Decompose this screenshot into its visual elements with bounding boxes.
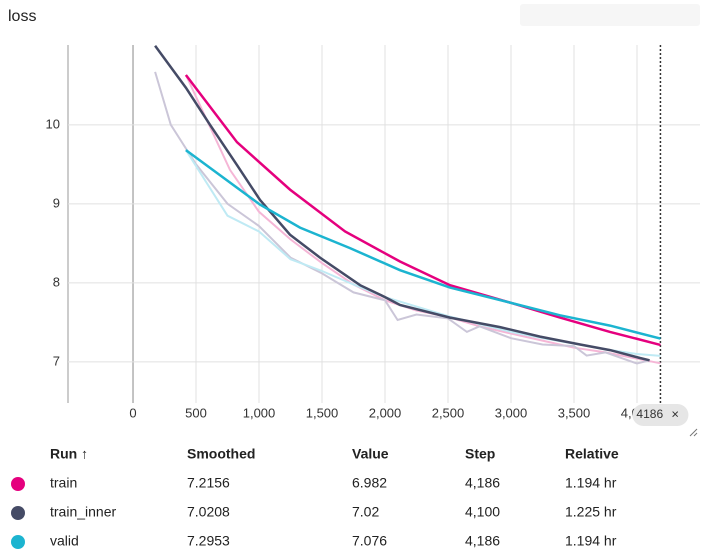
table-cell: 1.225 hr bbox=[565, 504, 617, 520]
smoothed-line bbox=[154, 45, 650, 362]
resize-icon[interactable] bbox=[689, 428, 698, 437]
y-tick-label: 8 bbox=[53, 274, 60, 289]
x-tick-label: 2,500 bbox=[432, 405, 465, 420]
x-tick-label: 2,000 bbox=[369, 405, 402, 420]
grid bbox=[68, 45, 700, 403]
table-cell: train bbox=[50, 475, 77, 491]
smoothed-line bbox=[184, 74, 661, 347]
y-tick-label: 7 bbox=[53, 353, 60, 368]
plot-lines bbox=[154, 45, 661, 365]
column-header: Step bbox=[465, 446, 495, 462]
run-color-dot bbox=[11, 506, 25, 520]
x-tick-label: 1,500 bbox=[306, 405, 339, 420]
table-cell: 1.194 hr bbox=[565, 533, 617, 549]
x-tick-label: 3,500 bbox=[558, 405, 591, 420]
search-box[interactable] bbox=[520, 4, 700, 26]
chart-title: loss bbox=[8, 8, 36, 25]
column-header: Relative bbox=[565, 446, 619, 462]
table-cell: 7.2953 bbox=[187, 533, 230, 549]
hover-tooltip[interactable]: 4186 × bbox=[632, 404, 689, 426]
column-header: Smoothed bbox=[187, 446, 255, 462]
table-cell: valid bbox=[50, 533, 79, 549]
table-cell: 7.02 bbox=[352, 504, 379, 520]
x-tick-label: 500 bbox=[185, 405, 207, 420]
x-tick-label: 3,000 bbox=[495, 405, 528, 420]
ticks: 05001,0001,5002,0002,5003,0003,5004,0007… bbox=[46, 116, 654, 420]
table-cell: 1.194 hr bbox=[565, 475, 617, 491]
run-color-dot bbox=[11, 477, 25, 491]
table-cell: 7.076 bbox=[352, 533, 387, 549]
table-cell: 7.0208 bbox=[187, 504, 230, 520]
close-icon[interactable]: × bbox=[671, 406, 679, 421]
run-color-dot bbox=[11, 535, 25, 549]
table-cell: 4,100 bbox=[465, 504, 500, 520]
x-tick-label: 0 bbox=[129, 405, 136, 420]
table: Run ↑ Smoothed Value Step Relative train 7.215… bbox=[11, 446, 619, 549]
table-cell: 6.982 bbox=[352, 475, 387, 491]
table-cell: train_inner bbox=[50, 504, 116, 520]
x-tick-label: 1,000 bbox=[243, 405, 276, 420]
column-header: Run ↑ bbox=[50, 446, 88, 462]
table-cell: 4,186 bbox=[465, 533, 500, 549]
hover-step: 4186 bbox=[636, 407, 663, 421]
table-cell: 7.2156 bbox=[187, 475, 230, 491]
raw-line bbox=[154, 71, 650, 365]
y-tick-label: 10 bbox=[46, 116, 60, 131]
y-tick-label: 9 bbox=[53, 195, 60, 210]
table-cell: 4,186 bbox=[465, 475, 500, 491]
smoothed-line bbox=[185, 149, 661, 340]
column-header: Value bbox=[352, 446, 389, 462]
